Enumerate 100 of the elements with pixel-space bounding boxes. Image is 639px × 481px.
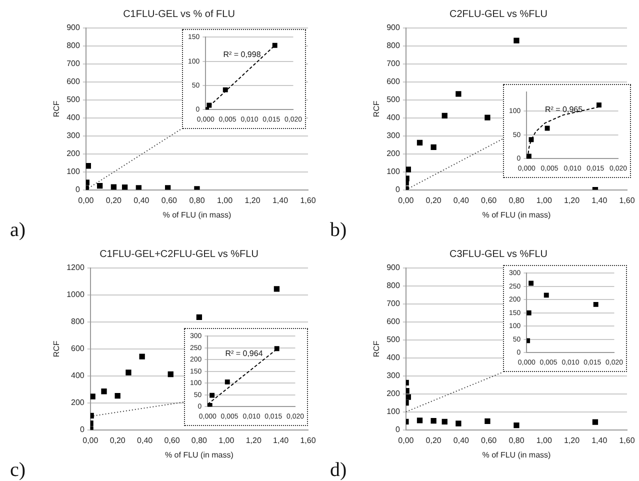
point bbox=[514, 38, 520, 44]
point bbox=[592, 419, 598, 425]
x-tick-label: 0,00 bbox=[82, 436, 99, 445]
y-tick-label: 500 bbox=[386, 335, 400, 344]
y-tick-label: 1200 bbox=[66, 263, 85, 272]
y-tick-label: 400 bbox=[386, 113, 400, 122]
point bbox=[222, 87, 228, 92]
y-tick-label: 200 bbox=[386, 149, 400, 158]
x-tick-label: 0,60 bbox=[164, 436, 180, 445]
y-tick-label: 400 bbox=[66, 113, 80, 122]
point bbox=[406, 394, 411, 400]
y-tick-label: 0 bbox=[80, 425, 85, 434]
y-tick-label: 200 bbox=[66, 149, 80, 158]
point bbox=[274, 286, 280, 292]
x-axis-title: % of FLU (in mass) bbox=[482, 210, 552, 220]
y-tick-label: 900 bbox=[386, 23, 400, 32]
x-tick-label: 1,20 bbox=[564, 196, 580, 205]
y-tick-label: 600 bbox=[66, 77, 80, 86]
point bbox=[168, 371, 174, 378]
y-tick-label: 300 bbox=[66, 131, 80, 140]
x-tick-label: 1,60 bbox=[300, 196, 316, 205]
y-tick-label: 100 bbox=[66, 167, 80, 176]
y-tick-label: 700 bbox=[386, 59, 400, 68]
y-tick-label: 600 bbox=[71, 344, 85, 354]
point bbox=[126, 370, 132, 376]
x-tick-label: 0,80 bbox=[189, 196, 206, 205]
x-tick-label: 0,00 bbox=[398, 436, 414, 445]
y-tick-label: 0 bbox=[395, 425, 400, 434]
point bbox=[406, 166, 411, 172]
point bbox=[526, 310, 532, 316]
y-tick-label: 100 bbox=[386, 167, 400, 176]
point bbox=[114, 392, 120, 399]
x-tick-label: 0,00 bbox=[398, 196, 414, 205]
point bbox=[210, 392, 215, 398]
point bbox=[484, 418, 490, 424]
x-axis-title: % of FLU (in mass) bbox=[162, 210, 232, 220]
point bbox=[528, 280, 534, 286]
point bbox=[456, 91, 462, 97]
annotation: R² = 0,964 bbox=[225, 349, 264, 358]
x-tick-label: 0,60 bbox=[161, 196, 178, 205]
y-tick-label: 700 bbox=[66, 59, 80, 68]
y-tick-label: 200 bbox=[71, 398, 85, 408]
x-tick-label: 0,20 bbox=[106, 196, 122, 205]
y-axis-title: RCF bbox=[372, 340, 382, 358]
y-tick-label: 0 bbox=[75, 185, 80, 194]
y-tick-label: 900 bbox=[386, 263, 400, 272]
point bbox=[139, 354, 145, 360]
y-tick-label: 400 bbox=[386, 353, 400, 362]
x-tick-label: 0,20 bbox=[426, 436, 442, 445]
point bbox=[596, 102, 602, 108]
x-tick-label: 1,00 bbox=[218, 436, 235, 445]
x-tick-label: 0,80 bbox=[191, 436, 208, 445]
x-tick-label: 1,00 bbox=[536, 436, 552, 445]
x-tick-label: 1,60 bbox=[300, 436, 316, 445]
chart-title: C1FLU-GEL vs % of FLU bbox=[123, 8, 235, 20]
x-tick-label: 1,60 bbox=[619, 436, 636, 445]
y-tick-label: 700 bbox=[386, 299, 400, 308]
x-tick-label: 1,00 bbox=[216, 196, 234, 205]
y-tick-label: 300 bbox=[386, 371, 400, 380]
point bbox=[90, 394, 96, 400]
x-tick-label: 0,40 bbox=[453, 196, 470, 205]
chart-title: C2FLU-GEL vs %FLU bbox=[450, 8, 548, 20]
chart-title: C1FLU-GEL+C2FLU-GEL vs %FLU bbox=[100, 248, 258, 260]
y-axis-title: RCF bbox=[372, 100, 382, 118]
point bbox=[416, 418, 423, 424]
x-tick-label: 1,40 bbox=[273, 436, 290, 445]
y-tick-label: 800 bbox=[66, 41, 80, 50]
point bbox=[456, 420, 462, 426]
point bbox=[442, 112, 448, 119]
point bbox=[442, 418, 448, 425]
y-tick-label: 400 bbox=[71, 371, 85, 380]
y-tick-label: 100 bbox=[386, 407, 400, 416]
x-tick-label: 0,00 bbox=[78, 196, 94, 205]
y-tick-label: 800 bbox=[71, 317, 85, 326]
text: c) bbox=[10, 459, 26, 481]
point bbox=[526, 338, 530, 344]
y-tick-label: 600 bbox=[386, 77, 400, 86]
y-tick-label: 600 bbox=[386, 317, 400, 326]
point bbox=[528, 137, 534, 142]
point bbox=[544, 292, 549, 298]
y-tick-label: 800 bbox=[386, 41, 400, 50]
x-tick-label: 0,40 bbox=[137, 436, 154, 445]
text: d) bbox=[330, 459, 347, 481]
x-axis-title: % of FLU (in mass) bbox=[482, 450, 552, 460]
text: b) bbox=[330, 219, 347, 241]
x-tick-label: 1,20 bbox=[246, 436, 262, 445]
point bbox=[272, 42, 278, 48]
x-tick-label: 1,00 bbox=[536, 196, 552, 205]
point bbox=[274, 346, 280, 352]
point bbox=[101, 388, 107, 394]
y-tick-label: 900 bbox=[66, 23, 80, 32]
x-tick-label: 0,60 bbox=[481, 436, 498, 445]
chart-title: C3FLU-GEL vs %FLU bbox=[450, 248, 548, 260]
point bbox=[593, 302, 598, 307]
y-tick-label: 800 bbox=[386, 281, 400, 290]
x-tick-label: 1,20 bbox=[244, 196, 261, 205]
y-tick-label: 300 bbox=[386, 131, 400, 140]
point bbox=[514, 422, 520, 428]
annotation: R² = 0,998 bbox=[223, 50, 262, 60]
x-axis-title: % of FLU (in mass) bbox=[164, 450, 234, 460]
